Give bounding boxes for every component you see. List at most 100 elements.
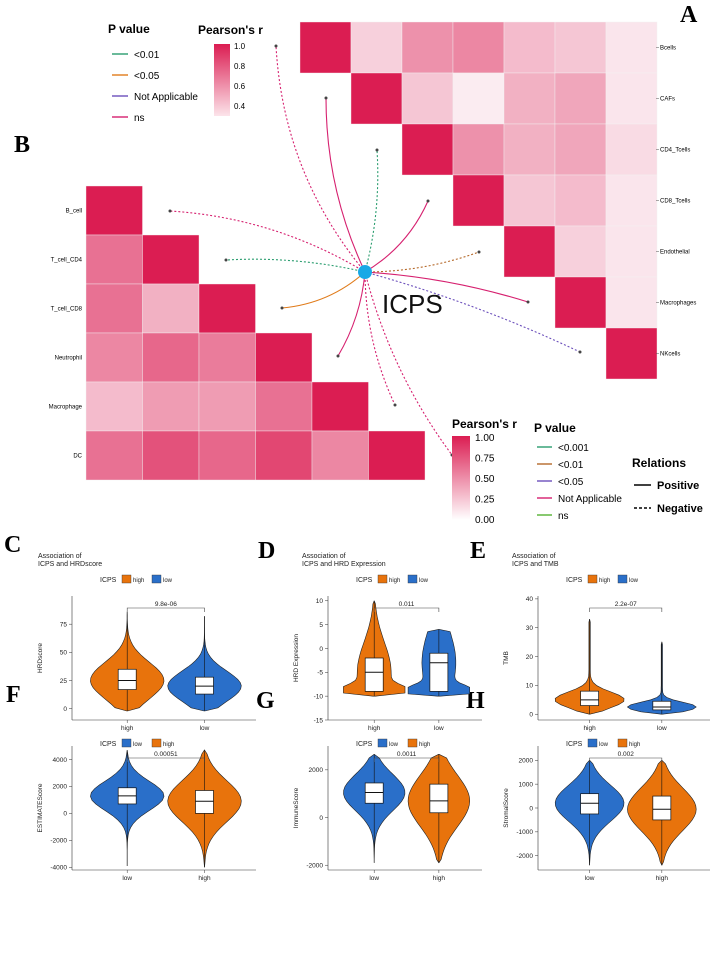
pvalue-legend-a: P value <0.01 <0.05 Not Applicable ns	[108, 22, 198, 124]
heatmap-b-label: T_cell_CD4	[51, 258, 83, 264]
heatmap-a-cell	[605, 276, 658, 329]
heatmap-b-cell	[311, 381, 369, 432]
colorbar-b-title: Pearson's r	[452, 417, 517, 431]
heatmap-a-cell	[452, 123, 505, 176]
heatmap-b-label: Neutrophil	[55, 356, 82, 362]
heatmap-a-label: Bcells	[660, 46, 676, 52]
violin-y-tick-label: 10	[316, 598, 324, 605]
heatmap-b-cell	[142, 332, 200, 383]
network-link	[364, 149, 379, 273]
violin-y-tick-label: 0	[319, 815, 323, 822]
violin-y-tick-label: 1000	[519, 781, 534, 788]
violin-significance-bracket	[589, 757, 663, 762]
violin-pvalue: 0.0011	[397, 751, 417, 758]
heatmap-b-cell	[85, 430, 143, 481]
heatmap-a-cell	[503, 21, 556, 74]
violin-legend-label: low	[133, 742, 143, 748]
violin-significance-bracket	[373, 757, 440, 762]
heatmap-b-cell	[255, 332, 313, 383]
colorbar-b-tick-label: 0.75	[475, 454, 495, 465]
pvalue-legend-a-label: <0.01	[134, 50, 160, 61]
violin-legend-label: high	[599, 578, 610, 584]
heatmap-b-cell	[198, 332, 256, 383]
heatmap-a-cell	[605, 123, 658, 176]
icps-label: ICPS	[382, 289, 443, 319]
violin-x-tick-label: low	[657, 725, 667, 732]
violin-pvalue: 0.011	[399, 601, 415, 608]
violin-x-tick-label: high	[656, 875, 669, 882]
colorbar-a-tick-label: 0.8	[234, 62, 246, 71]
violin-legend-swatch	[407, 738, 418, 748]
violin-x-tick-label: high	[583, 725, 596, 732]
violin-y-tick-label: 10	[526, 683, 534, 690]
colorbar-b-tick-label: 0.25	[475, 495, 495, 506]
violin-legend-swatch	[151, 738, 162, 748]
heatmap-a-cell	[605, 72, 658, 125]
heatmap-b-cell	[255, 430, 313, 481]
heatmap-a-cell	[605, 225, 658, 278]
violin-y-tick-label: -1000	[516, 829, 533, 836]
violin-legend-title: ICPS	[100, 577, 117, 584]
panel-letter-b: B	[14, 132, 30, 158]
violin-legend-swatch	[407, 574, 418, 584]
violin-y-tick-label: 30	[526, 625, 534, 632]
heatmap-b-label: DC	[73, 454, 82, 460]
heatmap-b-cell	[255, 381, 313, 432]
panel-letter-h: H	[466, 688, 485, 714]
heatmap-a-cell	[401, 123, 454, 176]
heatmap-a-cell	[503, 174, 556, 227]
heatmap-a-cell	[401, 21, 454, 74]
violin-significance-bracket	[126, 607, 205, 612]
violin-box	[652, 795, 672, 821]
icps-node	[358, 265, 372, 279]
violin-x-tick-label: low	[369, 875, 379, 882]
violin-x-tick-label: low	[200, 725, 210, 732]
heatmap-b-cell	[198, 381, 256, 432]
violin-y-tick-label: 2000	[519, 758, 534, 765]
violin-box	[364, 657, 384, 692]
violin-y-label: ImmuneScore	[293, 787, 300, 828]
network-link	[225, 258, 366, 273]
panel-letter-g: G	[256, 688, 275, 714]
violin-pvalue: 0.00051	[154, 751, 178, 758]
colorbar-b-tick-label: 1.00	[475, 433, 495, 444]
network-link	[364, 271, 581, 353]
violin-y-tick-label: -15	[314, 717, 324, 724]
violin-x-tick-label: low	[585, 875, 595, 882]
heatmap-a-cell	[350, 72, 403, 125]
violin-significance-bracket	[373, 607, 440, 612]
violin-pvalue: 2.2e-07	[615, 601, 637, 608]
heatmap-a-label: CD4_Tcells	[660, 148, 690, 154]
heatmap-b-cell	[311, 430, 369, 481]
panel-letter-c: C	[4, 532, 21, 558]
violin-y-label: StromalScore	[503, 788, 510, 828]
violin-box	[580, 793, 599, 815]
heatmap-a-cell	[605, 174, 658, 227]
network-link	[169, 210, 366, 273]
network-link	[364, 251, 480, 273]
pvalue-legend-a-label: <0.05	[134, 71, 160, 82]
network-endpoint	[578, 350, 582, 354]
violin-legend-title: ICPS	[566, 741, 583, 748]
violin-y-tick-label: 25	[60, 678, 68, 685]
violin-y-tick-label: 5	[319, 622, 323, 629]
violin-box	[195, 676, 214, 695]
heatmap-a-cell	[554, 225, 607, 278]
violin-y-tick-label: 0	[63, 811, 67, 818]
heatmap-b: B_cell T_cell_CD4 T_cell_CD8 Neutrophil Macr…	[49, 185, 426, 481]
violin-legend-swatch	[377, 574, 388, 584]
violin-y-tick-label: 2000	[309, 767, 324, 774]
violin-x-tick-label: high	[433, 875, 446, 882]
heatmap-b-cell	[142, 381, 200, 432]
heatmap-b-cell	[368, 430, 426, 481]
pvalue-legend-b-title: P value	[534, 421, 576, 435]
pvalue-legend-a-label: Not Applicable	[134, 92, 198, 103]
colorbar-a-tick-label: 1.0	[234, 42, 246, 51]
violin-box	[580, 690, 599, 706]
pvalue-legend-b-label: <0.001	[558, 443, 589, 454]
violin-panel-h: ICPS low high -2000 -1000 0 1000 2000 StromalSco…	[503, 738, 710, 882]
panel-letter-d: D	[258, 538, 275, 564]
violin-pvalue: 0.002	[618, 751, 635, 758]
